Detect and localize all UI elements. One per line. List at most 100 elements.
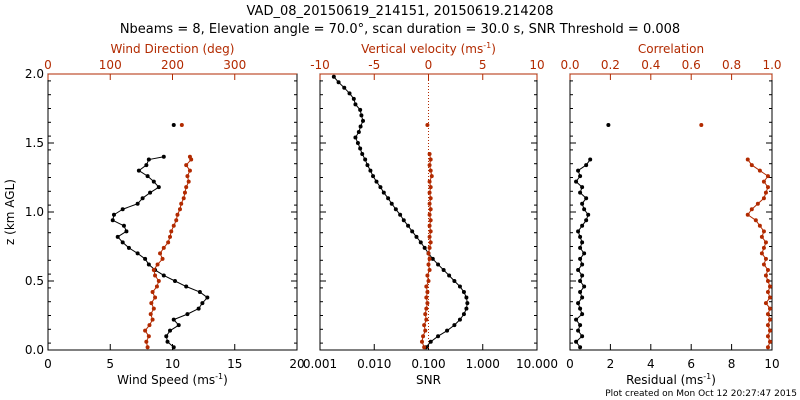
top-tick-label: -10 bbox=[310, 58, 330, 72]
snr-point bbox=[418, 240, 423, 245]
x-tick-label: 2 bbox=[607, 357, 615, 371]
wind-speed-point bbox=[121, 223, 126, 228]
residual-point bbox=[578, 174, 583, 179]
wind-speed-point bbox=[146, 157, 151, 162]
wind-speed-line-segment bbox=[122, 203, 138, 210]
snr-point bbox=[389, 201, 394, 206]
x-tick-label: 10.000 bbox=[516, 357, 558, 371]
correlation-point bbox=[761, 229, 766, 234]
correlation-point bbox=[761, 196, 766, 201]
x-axis-label: Residual (ms-1) bbox=[626, 372, 716, 387]
top-tick-label: 0 bbox=[425, 58, 433, 72]
wind-direction-point bbox=[153, 295, 158, 300]
wind-direction-point bbox=[166, 240, 171, 245]
wind-speed-point bbox=[205, 295, 210, 300]
vertical-velocity-point bbox=[424, 317, 429, 322]
vertical-velocity-point bbox=[419, 339, 424, 344]
top-tick-label: 0.4 bbox=[641, 58, 660, 72]
wind-direction-point bbox=[177, 207, 182, 212]
wind-direction-point bbox=[187, 154, 192, 159]
wind-speed-point bbox=[135, 251, 140, 256]
x-axis-label-superscript: -1 bbox=[215, 372, 223, 381]
wind-direction-point bbox=[158, 251, 163, 256]
correlation-point bbox=[761, 245, 766, 250]
top-axis-label: Correlation bbox=[638, 42, 704, 56]
top-tick-label: 1.0 bbox=[762, 58, 781, 72]
residual-point bbox=[582, 207, 587, 212]
snr-point bbox=[368, 168, 373, 173]
wind-speed-point bbox=[148, 190, 153, 195]
snr-point bbox=[374, 179, 379, 184]
snr-point bbox=[358, 107, 363, 112]
wind-speed-line-segment bbox=[163, 275, 176, 282]
snr-point bbox=[359, 113, 364, 118]
panel-wind: 0.0 0.5 1.0 1.5 2.0 z (km AGL) 0 5 10 15 20 Wind Sp… bbox=[3, 42, 305, 387]
wind-speed-point bbox=[197, 290, 202, 295]
wind-direction-point bbox=[179, 201, 184, 206]
residual-point bbox=[580, 312, 585, 317]
snr-point bbox=[465, 301, 470, 306]
top-tick-label: 200 bbox=[161, 58, 184, 72]
snr-point bbox=[422, 245, 427, 250]
vertical-velocity-point bbox=[427, 234, 432, 239]
wind-direction-point bbox=[155, 262, 160, 267]
top-tick-label: 5 bbox=[479, 58, 487, 72]
wind-direction-point bbox=[179, 123, 184, 128]
residual-point bbox=[580, 223, 585, 228]
vertical-velocity-point bbox=[427, 190, 432, 195]
snr-point bbox=[452, 279, 457, 283]
wind-direction-point bbox=[184, 163, 189, 168]
snr-point bbox=[398, 212, 403, 217]
vertical-velocity-point bbox=[428, 218, 433, 223]
wind-direction-point bbox=[153, 273, 158, 278]
x-axis-label-text: SNR bbox=[416, 373, 441, 387]
vertical-velocity-point bbox=[424, 306, 429, 311]
wind-direction-point bbox=[186, 179, 191, 184]
vertical-velocity-point bbox=[422, 323, 427, 328]
snr-point bbox=[430, 256, 435, 261]
wind-speed-point bbox=[196, 306, 201, 311]
wind-speed-point bbox=[161, 154, 166, 159]
residual-point bbox=[578, 245, 583, 250]
x-axis-label-close: ) bbox=[711, 373, 716, 387]
wind-direction-point bbox=[143, 328, 148, 333]
y-tick-label: 2.0 bbox=[25, 67, 44, 81]
wind-direction-point bbox=[174, 218, 179, 223]
correlation-point bbox=[765, 185, 770, 190]
correlation-point bbox=[761, 262, 766, 267]
wind-speed-line-segment bbox=[187, 308, 199, 315]
vertical-velocity-point bbox=[424, 295, 429, 300]
snr-point bbox=[428, 339, 433, 344]
residual-point bbox=[578, 279, 583, 283]
correlation-point bbox=[765, 334, 770, 339]
wind-direction-point bbox=[182, 190, 187, 195]
residual-point bbox=[578, 190, 583, 195]
snr-point bbox=[457, 284, 462, 289]
y-tick-label: 0.0 bbox=[25, 343, 44, 357]
snr-point bbox=[353, 135, 358, 140]
snr-point bbox=[331, 74, 336, 79]
vertical-velocity-point bbox=[428, 157, 433, 162]
correlation-point bbox=[763, 240, 768, 245]
panel-snr-vertical-velocity: 0.001 0.010 0.100 1.000 10.000 SNR -10 -5 0 5 10 Ve… bbox=[303, 41, 558, 387]
x-axis-label: SNR bbox=[416, 373, 441, 387]
snr-point bbox=[436, 334, 441, 339]
correlation-point bbox=[765, 290, 770, 295]
wind-speed-point bbox=[172, 279, 177, 283]
residual-point bbox=[582, 284, 587, 289]
snr-point bbox=[461, 290, 466, 295]
vertical-velocity-point bbox=[426, 262, 431, 267]
vertical-velocity-point bbox=[428, 168, 433, 173]
residual-point bbox=[576, 168, 581, 173]
snr-point bbox=[414, 234, 419, 239]
x-tick-label: 0.100 bbox=[411, 357, 445, 371]
x-axis-label-close: ) bbox=[223, 373, 228, 387]
residual-point bbox=[576, 301, 581, 306]
wind-direction-point bbox=[161, 245, 166, 250]
correlation-point bbox=[699, 123, 704, 128]
vertical-velocity-point bbox=[427, 212, 432, 217]
wind-direction-point bbox=[171, 223, 176, 228]
vertical-velocity-point bbox=[429, 174, 434, 179]
correlation-point bbox=[767, 295, 772, 300]
wind-speed-point bbox=[140, 196, 145, 201]
